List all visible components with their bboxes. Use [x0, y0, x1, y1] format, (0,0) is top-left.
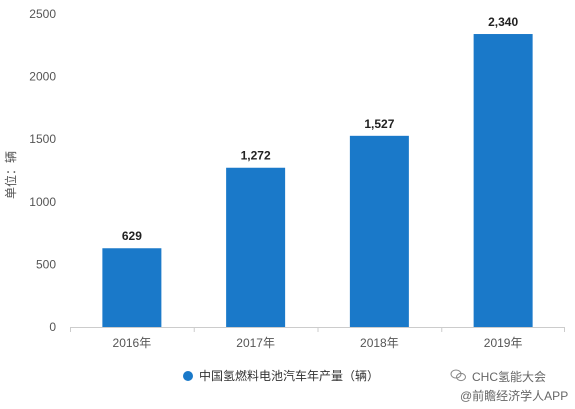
x-tick-label: 2017年 [236, 336, 275, 350]
y-tick-label: 2000 [29, 70, 56, 84]
x-tick-label: 2019年 [484, 336, 523, 350]
data-label: 1,272 [241, 149, 271, 163]
y-tick-label: 2500 [29, 7, 56, 21]
watermark-line2: @前瞻经济学人APP [460, 388, 568, 403]
data-labels: 629 1,272 1,527 2,340 [122, 15, 519, 243]
data-label: 1,527 [364, 117, 394, 131]
y-axis-ticks: 0 500 1000 1500 2000 2500 [29, 7, 56, 334]
x-axis-ticks: 2016年 2017年 2018年 2019年 [70, 327, 565, 350]
y-tick-label: 500 [36, 257, 56, 271]
watermark: CHC氢能大会 @前瞻经济学人APP [450, 369, 568, 403]
bar [102, 248, 162, 327]
x-tick-label: 2018年 [360, 336, 399, 350]
legend-label: 中国氢燃料电池汽车年产量（辆） [199, 368, 379, 383]
wechat-icon [450, 369, 466, 382]
bar [473, 34, 533, 327]
data-label: 629 [122, 229, 142, 243]
watermark-line1: CHC氢能大会 [472, 369, 546, 384]
bar [226, 167, 286, 327]
bars [102, 34, 533, 327]
legend-marker [183, 371, 193, 381]
y-axis-label: 单位：辆 [3, 151, 18, 199]
bar [349, 135, 409, 327]
legend: 中国氢燃料电池汽车年产量（辆） [183, 368, 379, 383]
x-tick-label: 2016年 [113, 336, 152, 350]
y-tick-label: 0 [49, 320, 56, 334]
data-label: 2,340 [488, 15, 518, 29]
y-tick-label: 1500 [29, 132, 56, 146]
y-tick-label: 1000 [29, 195, 56, 209]
